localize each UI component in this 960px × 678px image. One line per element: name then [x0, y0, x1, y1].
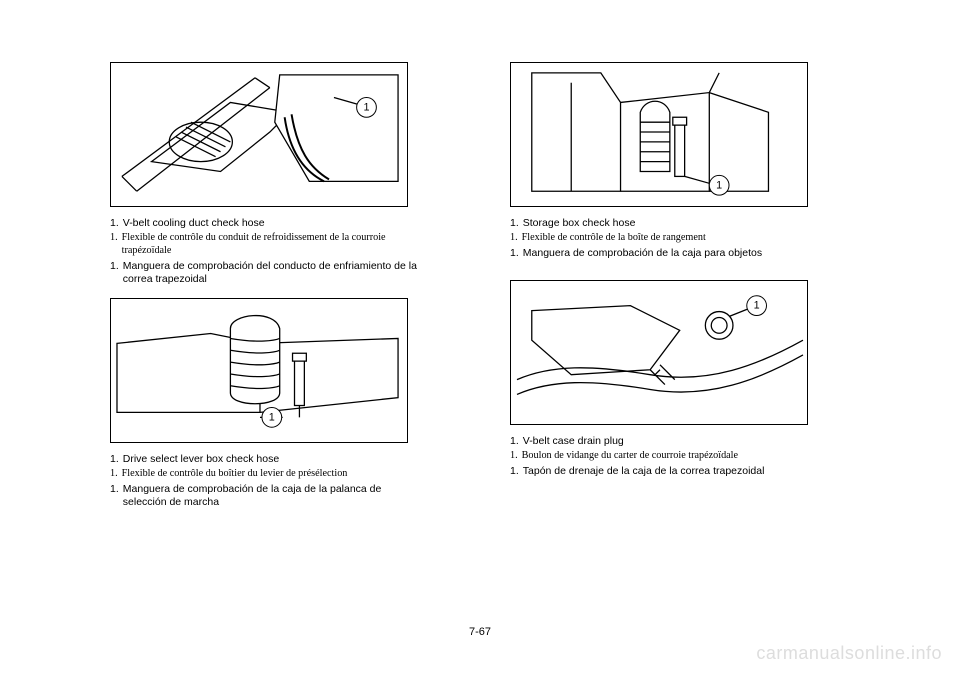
left-column: 1 1. V-belt cooling duct check hose 1. F…	[110, 62, 450, 617]
callout-1-label: 1	[754, 300, 760, 312]
callout-1-label: 1	[363, 101, 369, 113]
caption-d-en: 1. V-belt case drain plug	[510, 435, 820, 448]
caption-text: Manguera de comprobación del conducto de…	[123, 260, 420, 286]
caption-text: V-belt case drain plug	[523, 435, 820, 448]
caption-num: 1.	[510, 465, 519, 478]
caption-num: 1.	[510, 435, 519, 448]
caption-b-fr: 1. Flexible de contrôle du boîtier du le…	[110, 468, 420, 481]
caption-text: Flexible de contrôle du conduit de refro…	[122, 232, 420, 258]
diagram-storage-box-icon: 1	[511, 63, 807, 206]
caption-a-es: 1. Manguera de comprobación del conducto…	[110, 260, 420, 286]
caption-c-es: 1. Manguera de comprobación de la caja p…	[510, 247, 820, 260]
figure-vbelt-cooling-duct: 1	[110, 62, 408, 207]
caption-num: 1.	[110, 217, 119, 230]
caption-num: 1.	[510, 247, 519, 260]
caption-group-d: 1. V-belt case drain plug 1. Boulon de v…	[510, 433, 820, 480]
manual-page: 1 1. V-belt cooling duct check hose 1. F…	[0, 0, 960, 678]
caption-num: 1.	[510, 450, 518, 463]
content-area: 1 1. V-belt cooling duct check hose 1. F…	[110, 62, 850, 617]
caption-num: 1.	[510, 232, 518, 245]
caption-c-fr: 1. Flexible de contrôle de la boîte de r…	[510, 232, 820, 245]
caption-text: Manguera de comprobación de la caja para…	[523, 247, 820, 260]
page-number: 7-67	[0, 626, 960, 638]
caption-d-es: 1. Tapón de drenaje de la caja de la cor…	[510, 465, 820, 478]
diagram-vbelt-drain-plug-icon: 1	[511, 281, 807, 424]
figure-storage-box: 1	[510, 62, 808, 207]
caption-text: Drive select lever box check hose	[123, 453, 420, 466]
watermark: carmanualsonline.info	[756, 643, 942, 664]
caption-num: 1.	[110, 468, 118, 481]
callout-1-label: 1	[269, 411, 275, 423]
caption-text: Tapón de drenaje de la caja de la correa…	[523, 465, 820, 478]
caption-num: 1.	[510, 217, 519, 230]
caption-a-fr: 1. Flexible de contrôle du conduit de re…	[110, 232, 420, 258]
diagram-vbelt-cooling-duct-icon: 1	[111, 63, 407, 206]
diagram-drive-select-lever-icon: 1	[111, 299, 407, 442]
caption-b-es: 1. Manguera de comprobación de la caja d…	[110, 483, 420, 509]
callout-1-label: 1	[716, 179, 722, 191]
figure-vbelt-drain-plug: 1	[510, 280, 808, 425]
caption-num: 1.	[110, 453, 119, 466]
caption-d-fr: 1. Boulon de vidange du carter de courro…	[510, 450, 820, 463]
caption-text: Flexible de contrôle de la boîte de rang…	[522, 232, 820, 245]
caption-group-b: 1. Drive select lever box check hose 1. …	[110, 451, 420, 511]
caption-text: Manguera de comprobación de la caja de l…	[123, 483, 420, 509]
caption-text: V-belt cooling duct check hose	[123, 217, 420, 230]
caption-text: Flexible de contrôle du boîtier du levie…	[122, 468, 420, 481]
caption-a-en: 1. V-belt cooling duct check hose	[110, 217, 420, 230]
caption-num: 1.	[110, 232, 118, 258]
figure-drive-select-lever: 1	[110, 298, 408, 443]
caption-b-en: 1. Drive select lever box check hose	[110, 453, 420, 466]
caption-text: Boulon de vidange du carter de courroie …	[522, 450, 820, 463]
caption-c-en: 1. Storage box check hose	[510, 217, 820, 230]
caption-num: 1.	[110, 483, 119, 509]
caption-text: Storage box check hose	[523, 217, 820, 230]
caption-num: 1.	[110, 260, 119, 286]
right-column: 1 1. Storage box check hose 1. Flexible …	[510, 62, 850, 617]
caption-group-c: 1. Storage box check hose 1. Flexible de…	[510, 215, 820, 262]
caption-group-a: 1. V-belt cooling duct check hose 1. Fle…	[110, 215, 420, 288]
